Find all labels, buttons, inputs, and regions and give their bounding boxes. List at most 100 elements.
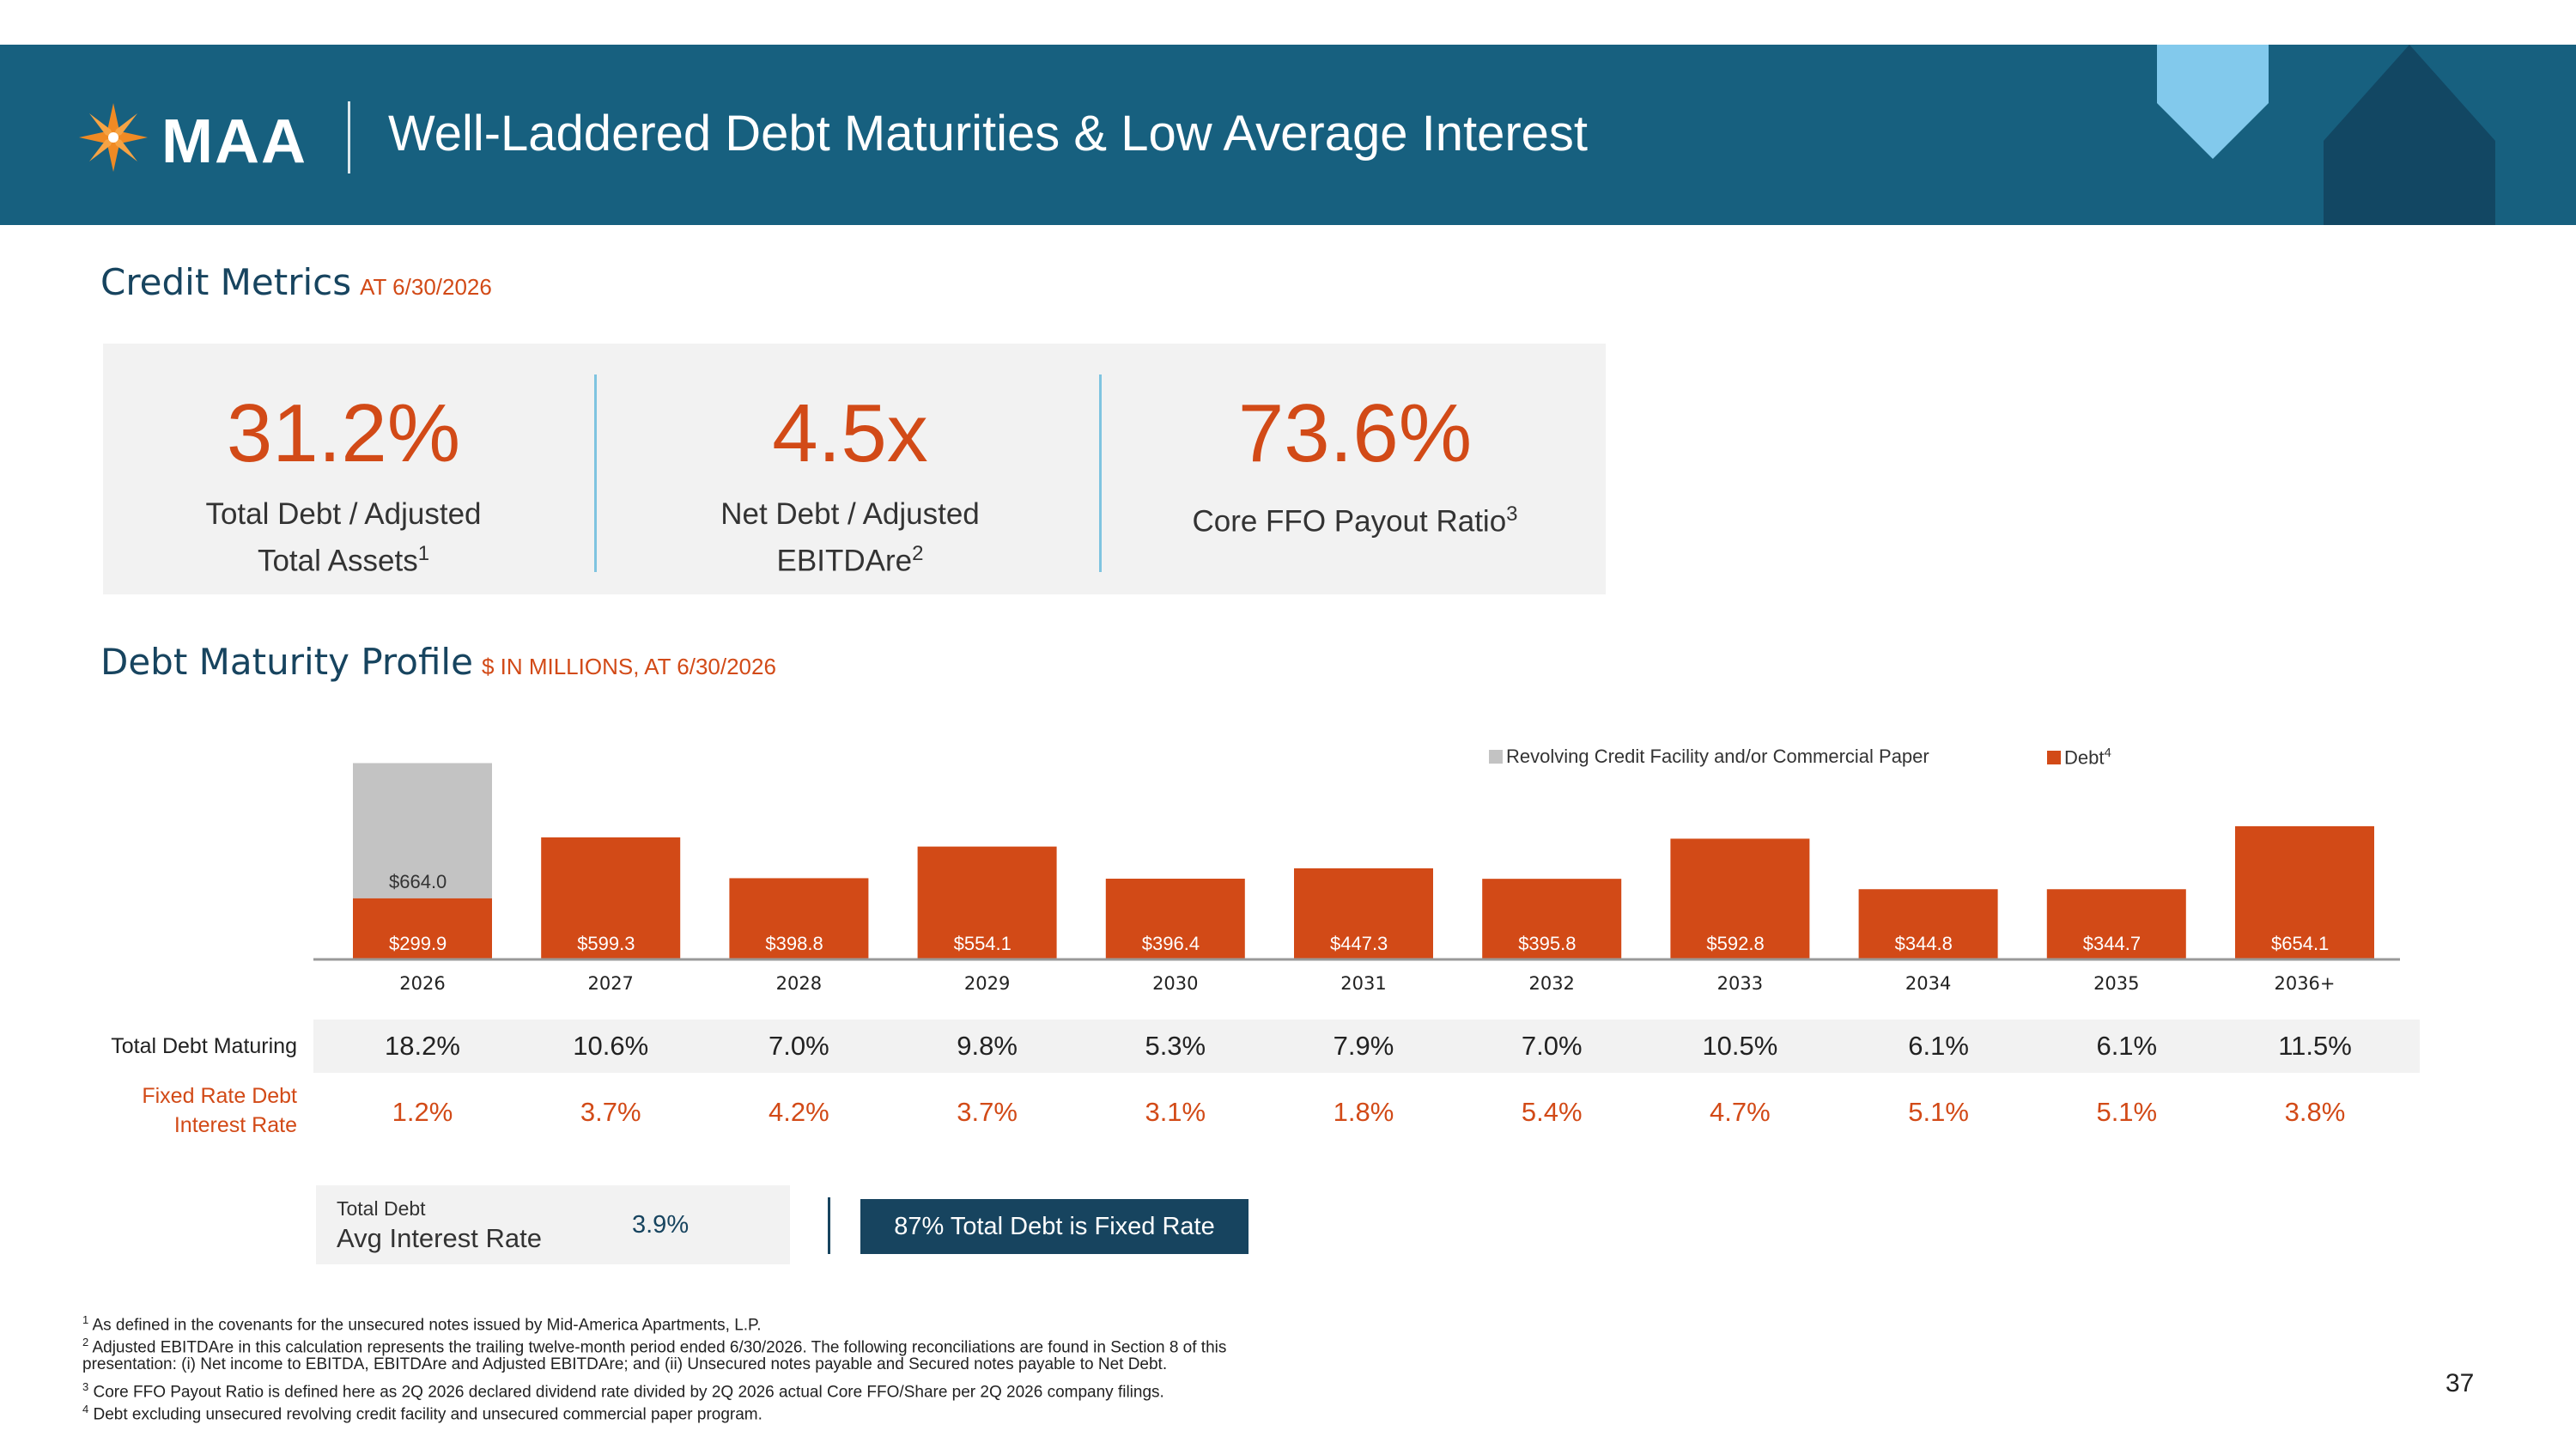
footnote-text: Adjusted EBITDAre in this calculation re… bbox=[92, 1338, 1227, 1357]
credit-metrics-title: Credit Metrics bbox=[100, 261, 352, 303]
tick-label-2032: 2032 bbox=[1528, 973, 1574, 994]
metric-divider bbox=[594, 374, 597, 572]
summary-divider bbox=[828, 1197, 830, 1254]
total-debt-maturing-cell: 6.1% bbox=[1908, 1031, 1969, 1061]
maa-logo[interactable]: MAA bbox=[77, 94, 309, 180]
tick-label-2031: 2031 bbox=[1340, 973, 1386, 994]
credit-metrics-panel: 31.2% Total Debt / Adjusted Total Assets… bbox=[103, 344, 1606, 594]
total-debt-maturing-cell: 6.1% bbox=[2096, 1031, 2158, 1061]
avg-interest-rate-box: Total Debt Avg Interest Rate 3.9% bbox=[316, 1185, 790, 1264]
metric-label-line1: Net Debt / Adjusted bbox=[720, 497, 980, 531]
footnote-text: Debt excluding unsecured revolving credi… bbox=[93, 1405, 762, 1424]
footnote-2-cont: presentation: (i) Net income to EBITDA, … bbox=[82, 1354, 1167, 1376]
fixed-rate-cell: 3.7% bbox=[580, 1097, 641, 1127]
data-label-debt-2034: $344.8 bbox=[1895, 933, 1953, 954]
credit-metrics-heading: Credit Metrics AT 6/30/2026 bbox=[100, 261, 492, 303]
metric-label-line1: Core FFO Payout Ratio bbox=[1192, 504, 1507, 539]
data-label-debt-2031: $447.3 bbox=[1330, 933, 1388, 954]
row-label-total-debt-maturing: Total Debt Maturing bbox=[111, 1034, 297, 1058]
page-number: 37 bbox=[2445, 1369, 2475, 1397]
data-label-debt-2032: $395.8 bbox=[1518, 933, 1576, 954]
fixed-rate-cell: 1.8% bbox=[1333, 1097, 1394, 1127]
legend-item-revolver: Revolving Credit Facility and/or Commerc… bbox=[1489, 746, 1929, 768]
bar-debt-2033 bbox=[1670, 838, 1810, 959]
bar-debt-2027 bbox=[541, 837, 681, 959]
bar-debt-2031 bbox=[1294, 868, 1433, 959]
triangle-decoration-icon bbox=[2157, 45, 2269, 159]
total-debt-maturing-cell: 5.3% bbox=[1145, 1031, 1206, 1061]
total-debt-maturing-cell: 9.8% bbox=[957, 1031, 1018, 1061]
footnote-2: 2 Adjusted EBITDAre in this calculation … bbox=[82, 1331, 1226, 1359]
metric-label: Total Debt / Adjusted Total Assets1 bbox=[103, 495, 584, 581]
total-debt-maturing-cell: 18.2% bbox=[385, 1031, 460, 1061]
fixed-rate-cell: 3.8% bbox=[2284, 1097, 2346, 1127]
total-debt-maturing-cell: 7.0% bbox=[1521, 1031, 1583, 1061]
fixed-rate-cell: 1.2% bbox=[392, 1097, 453, 1127]
metric-label: Net Debt / Adjusted EBITDAre2 bbox=[610, 495, 1091, 581]
fixed-rate-cell: 5.1% bbox=[2096, 1097, 2158, 1127]
metric-value: 31.2% bbox=[226, 387, 461, 479]
house-decoration-icon bbox=[2324, 45, 2495, 225]
metric-value: 73.6% bbox=[1237, 387, 1473, 479]
footnote-ref: 2 bbox=[912, 542, 924, 565]
data-label-debt-2027: $599.3 bbox=[577, 933, 635, 954]
avg-interest-value: 3.9% bbox=[632, 1211, 690, 1239]
debt-profile-heading: Debt Maturity Profile $ IN MILLIONS, AT 6… bbox=[100, 641, 776, 683]
tick-label-2033: 2033 bbox=[1717, 973, 1763, 994]
debt-maturity-chart: $299.9 2026 $599.3 2027 $398.8 2028 $554.1 2029… bbox=[313, 763, 2400, 994]
avg-label-line1: Total Debt bbox=[337, 1197, 426, 1220]
footnote-ref: 3 bbox=[1506, 502, 1518, 526]
footnote-ref: 4 bbox=[2104, 746, 2111, 760]
page-title: Well-Laddered Debt Maturities & Low Aver… bbox=[388, 106, 1589, 161]
fixed-rate-callout: 87% Total Debt is Fixed Rate bbox=[860, 1199, 1249, 1254]
tick-label-2034: 2034 bbox=[1905, 973, 1951, 994]
row-label-line1: Fixed Rate Debt bbox=[142, 1084, 297, 1108]
bar-debt-2032 bbox=[1482, 879, 1622, 959]
fixed-rate-cell: 4.2% bbox=[769, 1097, 829, 1127]
footnote-text: Core FFO Payout Ratio is defined here as… bbox=[93, 1383, 1164, 1402]
footnote-num: 4 bbox=[82, 1403, 89, 1416]
bar-debt-2026 bbox=[353, 898, 492, 959]
data-label-debt-2030: $396.4 bbox=[1142, 933, 1200, 954]
header-divider bbox=[348, 101, 350, 174]
footnote-text: presentation: (i) Net income to EBITDA, … bbox=[82, 1355, 1168, 1373]
data-label-debt-2036+: $654.1 bbox=[2271, 933, 2329, 954]
legend-label-revolver: Revolving Credit Facility and/or Commerc… bbox=[1506, 746, 1929, 767]
credit-metrics-subtitle: AT 6/30/2026 bbox=[360, 274, 492, 300]
metric-ffo-payout: 73.6% Core FFO Payout Ratio3 bbox=[1115, 344, 1595, 542]
legend-swatch-revolver bbox=[1489, 750, 1503, 764]
total-debt-maturing-band bbox=[313, 1020, 2420, 1073]
tick-label-2029: 2029 bbox=[964, 973, 1010, 994]
metric-label-line1: Total Debt / Adjusted bbox=[205, 497, 482, 531]
data-label-debt-2026: $299.9 bbox=[389, 933, 447, 954]
metric-net-debt-ebitdare: 4.5x Net Debt / Adjusted EBITDAre2 bbox=[610, 344, 1091, 581]
footnote-4: 4 Debt excluding unsecured revolving cre… bbox=[82, 1398, 762, 1426]
total-debt-maturing-cell: 7.9% bbox=[1333, 1031, 1394, 1061]
tick-label-2027: 2027 bbox=[587, 973, 633, 994]
tick-label-2030: 2030 bbox=[1152, 973, 1198, 994]
footnote-num: 1 bbox=[82, 1313, 89, 1326]
metric-debt-to-assets: 31.2% Total Debt / Adjusted Total Assets… bbox=[103, 344, 584, 581]
footnote-1: 1 As defined in the covenants for the un… bbox=[82, 1309, 762, 1336]
fixed-rate-cell: 5.1% bbox=[1908, 1097, 1969, 1127]
data-label-debt-2033: $592.8 bbox=[1706, 933, 1764, 954]
fixed-rate-cell: 3.1% bbox=[1145, 1097, 1206, 1127]
bar-debt-2028 bbox=[729, 878, 869, 959]
data-label-revolver-2026: $664.0 bbox=[389, 871, 447, 892]
data-label-debt-2028: $398.8 bbox=[765, 933, 823, 954]
debt-profile-title: Debt Maturity Profile bbox=[100, 641, 473, 683]
tick-label-2035: 2035 bbox=[2093, 973, 2139, 994]
bar-debt-2029 bbox=[917, 846, 1057, 959]
fixed-rate-cell: 3.7% bbox=[957, 1097, 1018, 1127]
footnote-num: 3 bbox=[82, 1380, 89, 1393]
legend-label-debt: Debt bbox=[2064, 746, 2105, 769]
metric-value: 4.5x bbox=[772, 387, 928, 479]
metric-label: Core FFO Payout Ratio3 bbox=[1115, 495, 1595, 542]
debt-profile-subtitle: $ IN MILLIONS, AT 6/30/2026 bbox=[481, 654, 776, 679]
total-debt-maturing-cell: 11.5% bbox=[2278, 1031, 2352, 1061]
data-label-debt-2029: $554.1 bbox=[954, 933, 1012, 954]
bar-revolver-2026 bbox=[353, 763, 492, 898]
footnote-ref: 1 bbox=[417, 542, 430, 565]
metric-label-line2: EBITDAre bbox=[776, 544, 913, 578]
fixed-rate-cell: 4.7% bbox=[1710, 1097, 1771, 1127]
